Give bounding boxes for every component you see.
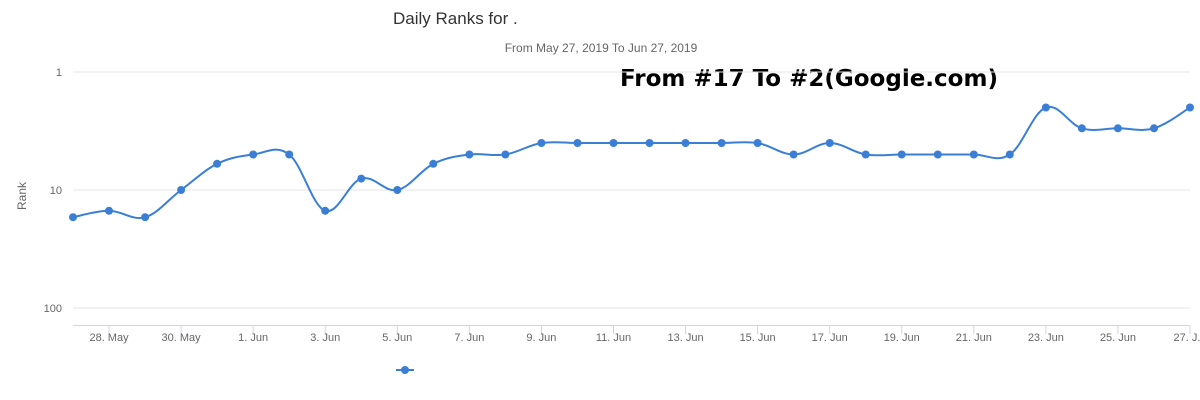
x-tick-label: 17. Jun	[812, 332, 848, 344]
chart-subtitle: From May 27, 2019 To Jun 27, 2019	[505, 41, 698, 55]
data-point	[645, 139, 654, 147]
series-line	[72, 105, 1191, 219]
data-point	[321, 206, 330, 215]
data-point	[681, 139, 690, 147]
data-point	[141, 213, 150, 222]
rank-change-annotation: From #17 To #2(Google.com)	[620, 66, 998, 92]
chart-title: Daily Ranks for .	[393, 9, 518, 28]
data-point	[969, 150, 978, 159]
data-point	[1005, 150, 1014, 159]
data-point	[249, 150, 258, 159]
data-point	[393, 186, 402, 194]
data-point	[105, 206, 113, 215]
data-point	[789, 150, 798, 159]
x-tick-label: 13. Jun	[668, 332, 704, 344]
grid-lines	[73, 71, 1190, 309]
data-point	[933, 150, 942, 159]
data-point	[429, 159, 438, 168]
data-point	[465, 150, 474, 159]
data-point	[213, 159, 222, 168]
data-point	[753, 139, 762, 147]
x-tick-label: 21. Jun	[956, 332, 992, 344]
x-tick-label: 19. Jun	[884, 332, 920, 344]
data-point	[501, 150, 510, 159]
data-point	[1077, 124, 1086, 133]
data-points	[69, 103, 1194, 222]
data-point	[609, 139, 618, 147]
x-tick-label: 5. Jun	[382, 332, 412, 344]
data-point	[1150, 124, 1158, 133]
data-point	[357, 174, 366, 183]
data-point	[861, 150, 870, 159]
y-tick-label: 100	[44, 303, 62, 315]
data-point	[1186, 103, 1194, 112]
x-tick-label: 1. Jun	[238, 332, 268, 344]
x-tick-label: 9. Jun	[526, 332, 556, 344]
x-tick-label: 28. May	[89, 332, 129, 344]
data-point	[1113, 124, 1122, 133]
x-tick-label: 23. Jun	[1028, 332, 1064, 344]
x-tick-label: 30. May	[162, 332, 202, 344]
legend-dot-marker	[401, 366, 409, 374]
legend[interactable]	[396, 366, 414, 374]
data-point	[177, 186, 186, 194]
data-point	[69, 213, 77, 222]
data-point	[825, 139, 834, 147]
y-tick-label: 10	[50, 185, 62, 197]
x-tick-label: 25. Jun	[1100, 332, 1136, 344]
x-axis	[73, 325, 1191, 334]
x-tick-label: 15. Jun	[740, 332, 776, 344]
data-point	[285, 150, 294, 159]
data-point	[1041, 103, 1050, 112]
data-point	[573, 139, 582, 147]
x-tick-label: 27. J...	[1173, 332, 1200, 344]
y-tick-label: 1	[56, 67, 62, 79]
x-tick-label: 7. Jun	[454, 332, 484, 344]
y-axis-label: Rank	[15, 181, 29, 210]
data-point	[897, 150, 906, 159]
data-point	[537, 139, 546, 147]
y-tick-labels: 1 10 100	[44, 67, 62, 315]
x-tick-label: 11. Jun	[596, 332, 631, 344]
data-point	[717, 139, 726, 147]
x-tick-labels: 28. May 30. May 1. Jun 3. Jun 5. Jun 7. Jun 9.…	[89, 332, 1200, 344]
x-tick-label: 3. Jun	[310, 332, 340, 344]
